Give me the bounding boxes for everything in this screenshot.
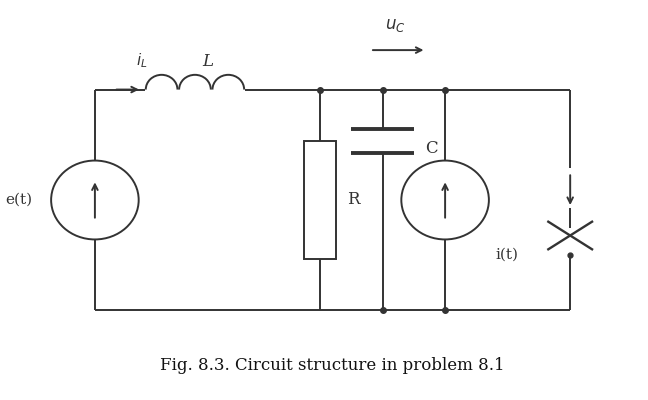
Text: $i_L$: $i_L$ (136, 51, 148, 70)
Text: R: R (347, 192, 360, 208)
Text: e(t): e(t) (5, 193, 32, 207)
Bar (305, 141, 336, 259)
Text: Fig. 8.3. Circuit structure in problem 8.1: Fig. 8.3. Circuit structure in problem 8… (160, 356, 505, 374)
Text: $u_C$: $u_C$ (385, 17, 406, 34)
Text: L: L (202, 53, 213, 70)
Text: C: C (425, 140, 437, 157)
Ellipse shape (51, 160, 139, 240)
Text: i(t): i(t) (495, 247, 518, 261)
Ellipse shape (401, 160, 489, 240)
